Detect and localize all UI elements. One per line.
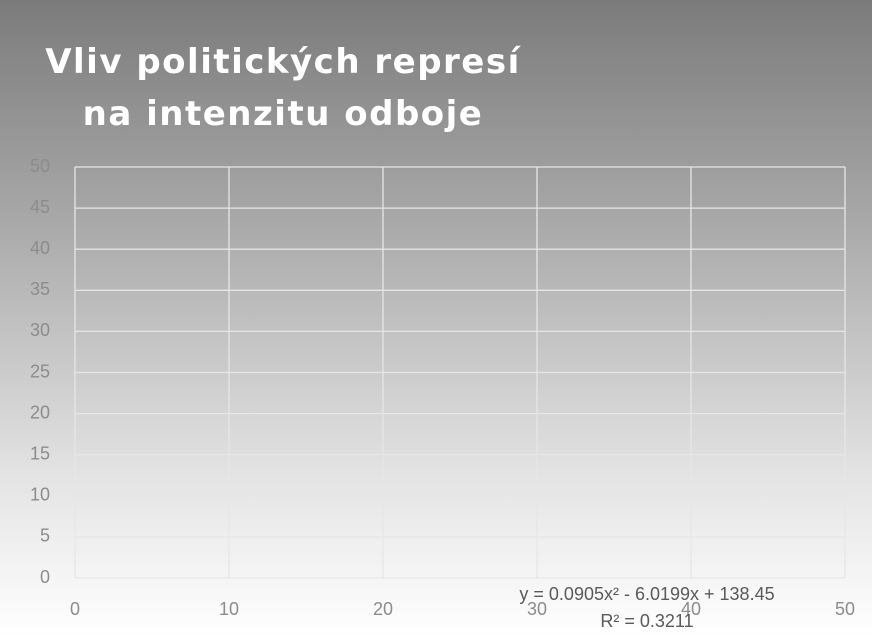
y-tick-label: 10 xyxy=(30,485,50,505)
trendline-equation: y = 0.0905x² - 6.0199x + 138.45 xyxy=(519,584,774,604)
x-tick-label: 0 xyxy=(70,599,80,619)
y-tick-label: 20 xyxy=(30,402,50,422)
x-tick-label: 10 xyxy=(219,599,239,619)
y-tick-label: 35 xyxy=(30,279,50,299)
y-tick-label: 5 xyxy=(40,526,50,546)
y-tick-label: 50 xyxy=(30,156,50,176)
x-tick-label: 30 xyxy=(527,599,547,619)
y-tick-label: 0 xyxy=(40,567,50,587)
y-tick-label: 45 xyxy=(30,197,50,217)
trendline-equation: R² = 0.3211 xyxy=(600,611,693,631)
y-tick-label: 25 xyxy=(30,361,50,381)
chart-title: Vliv politických represí na intenzitu od… xyxy=(45,42,521,134)
y-tick-label: 30 xyxy=(30,320,50,340)
x-tick-label: 50 xyxy=(835,599,855,619)
x-tick-label: 20 xyxy=(373,599,393,619)
y-tick-label: 40 xyxy=(30,238,50,258)
x-tick-label: 40 xyxy=(681,599,701,619)
y-tick-label: 15 xyxy=(30,443,50,463)
